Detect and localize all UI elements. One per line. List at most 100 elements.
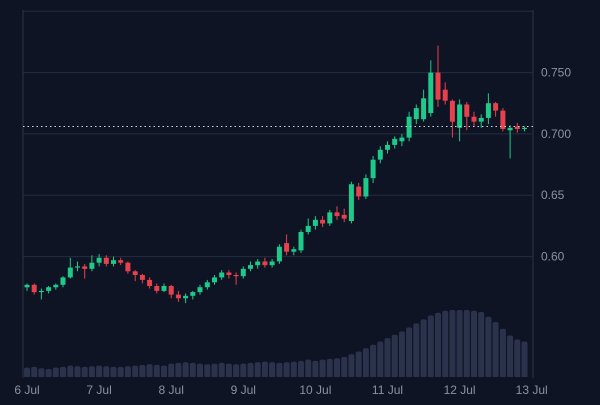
candle-up [312,219,318,226]
volume-bar [355,351,362,377]
volume-bar [398,331,405,377]
volume-bar [182,362,189,377]
time-axis-label: 10 Jul [299,383,331,397]
price-axis-label: 0.60 [541,250,565,264]
volume-bar [269,362,276,377]
volume-bar [377,341,384,377]
candle-up [161,286,167,291]
volume-bar [391,334,398,377]
volume-bar [456,310,463,377]
volume-bar [124,366,131,377]
price-axis-label: 0.700 [541,127,571,141]
volume-bar [96,365,103,377]
candle-up [370,159,376,179]
candle-down [147,279,153,286]
volume-bar [103,366,110,377]
candle-up [522,127,527,129]
candle-up [406,116,412,138]
candle-up [67,267,73,278]
time-axis-label: 8 Jul [159,383,184,397]
candle-up [457,104,463,128]
volume-bar [312,360,319,377]
volume-bar [326,358,333,377]
volume-bar [88,366,95,377]
volume-bar [514,339,521,377]
volume-bar [175,362,182,377]
candle-up [507,127,513,131]
volume-bar [276,362,283,377]
time-axis-label: 13 Jul [516,383,548,397]
candle-up [478,117,484,122]
candle-down [175,294,181,299]
candle-down [132,271,138,275]
time-axis-label: 6 Jul [14,383,39,397]
volume-bar [197,363,203,377]
candle-up [363,178,369,197]
volume-bar [362,348,369,377]
candle-down [125,262,131,272]
candle-down [226,272,232,275]
volume-bar [218,362,225,377]
candle-up [377,149,383,160]
candle-down [341,214,347,219]
candle-up [255,261,261,266]
price-axis-labels[interactable]: 0.750 0.700 0.65 0.60 [541,66,571,264]
candle-down [356,186,362,197]
volume-bar [240,363,247,377]
volume-bar [189,362,196,377]
volume-bar [24,367,30,377]
volume-bar [290,361,297,377]
candle-down [471,116,477,122]
candle-up [413,108,419,120]
volume-bar [499,328,506,377]
candle-down [103,257,109,264]
volume-bar [420,319,427,377]
candle-down [449,100,455,122]
candle-up [96,257,102,263]
candle-down [118,260,124,263]
volume-bar [341,356,348,377]
volume-bar [168,363,175,377]
price-axis-label: 0.750 [541,66,571,80]
volume-bar [413,323,420,377]
candle-up [212,277,217,283]
candles-layer [24,45,527,304]
volume-bar [60,366,66,377]
volume-bar [406,327,413,377]
volume-bar [298,360,304,377]
candle-up [485,103,491,118]
price-axis-label: 0.65 [541,188,565,202]
volume-bar [31,366,38,377]
volume-bar [161,365,167,377]
candle-up [392,138,398,145]
volume-bar [52,367,59,377]
candle-down [262,261,268,266]
candle-up [385,144,390,150]
candle-down [31,284,37,293]
candle-down [82,266,88,269]
volume-bar [247,362,254,377]
candle-up [240,268,246,277]
candle-up [348,184,354,221]
volume-bar [435,312,441,377]
time-axis-labels[interactable]: 6 Jul 7 Jul 8 Jul 9 Jul 10 Jul 11 Jul 12 Jul 13… [14,383,547,397]
candle-up [204,282,210,288]
candle-down [233,275,239,277]
candle-up [219,272,225,278]
volume-bar [463,310,470,377]
candle-down [514,126,520,129]
candle-up [60,277,66,285]
time-axis-label: 9 Jul [231,383,256,397]
candle-up [190,292,196,296]
volume-bar [261,361,268,377]
candle-up [197,287,203,293]
volume-layer [24,310,528,377]
volume-bar [449,310,456,377]
candle-up [428,72,434,114]
candle-up [53,284,59,288]
volume-bar [507,335,514,377]
volume-bar [153,364,160,377]
candle-up [399,137,405,142]
